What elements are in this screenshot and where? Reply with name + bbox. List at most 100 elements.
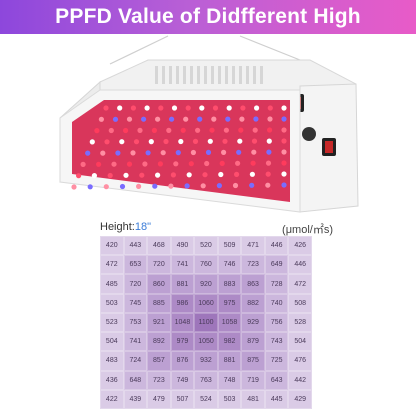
led-dot: [281, 138, 287, 144]
ppfd-cell: 1050: [194, 332, 218, 352]
led-dot: [152, 183, 158, 189]
ppfd-cell: 523: [100, 312, 124, 333]
led-dot: [251, 149, 257, 155]
led-dot: [253, 116, 259, 122]
ppfd-cell: 857: [147, 351, 171, 371]
ppfd-cell: 748: [217, 370, 242, 390]
ppfd-cell: 446: [288, 255, 312, 275]
led-dot: [240, 105, 246, 111]
led-dot: [281, 116, 287, 122]
led-dot: [195, 127, 201, 133]
ppfd-cell: 524: [194, 389, 218, 409]
ppfd-cell: 881: [217, 351, 242, 371]
led-dot: [281, 149, 287, 155]
ppfd-cell: 876: [170, 351, 195, 371]
led-dot: [98, 116, 104, 122]
led-dot: [281, 160, 287, 166]
led-dot: [199, 105, 205, 111]
led-dot: [145, 150, 151, 156]
led-dot: [267, 105, 273, 111]
ppfd-cell: 426: [288, 236, 312, 256]
ppfd-cell: 725: [264, 351, 289, 371]
led-dot: [252, 127, 258, 133]
led-dot: [281, 127, 287, 133]
led-dot: [168, 183, 174, 189]
led-dot: [171, 105, 178, 111]
led-dot: [111, 161, 117, 167]
led-dot: [155, 116, 161, 122]
ppfd-cell: 1058: [217, 312, 242, 333]
led-dot: [123, 127, 129, 134]
ppfd-cell: 743: [264, 332, 289, 352]
ppfd-cell: 468: [147, 236, 171, 256]
ppfd-cell: 863: [241, 274, 265, 294]
led-dot: [281, 171, 287, 177]
ppfd-cell: 528: [288, 312, 312, 333]
ppfd-cell: 719: [241, 370, 265, 390]
led-dot: [136, 183, 142, 189]
led-dot: [216, 183, 222, 189]
led-dot: [123, 172, 129, 178]
led-dot: [76, 173, 82, 179]
led-dot: [184, 183, 190, 189]
led-dot: [205, 149, 212, 155]
led-dot: [254, 105, 260, 111]
led-dot: [87, 184, 93, 190]
led-dot: [157, 161, 163, 167]
led-grow-light-icon: [59, 35, 359, 213]
ppfd-grid: 420 443 468 490 520 509 471 446 426 472 653 720 741 7…: [100, 236, 312, 409]
led-dot: [266, 149, 272, 155]
ppfd-cell: 422: [100, 389, 124, 409]
ppfd-cell: 472: [288, 274, 312, 294]
led-dot: [234, 171, 240, 177]
ppfd-cell: 875: [241, 351, 265, 371]
led-dot: [211, 116, 217, 122]
led-dot: [175, 150, 181, 156]
led-dot: [180, 127, 186, 133]
led-dot: [160, 150, 166, 156]
led-dot: [265, 171, 271, 177]
led-dot: [144, 105, 150, 111]
led-dot: [204, 160, 210, 167]
ppfd-cell: 720: [147, 255, 171, 275]
led-dot: [251, 138, 258, 144]
ppfd-cell: 753: [123, 312, 148, 333]
led-dot: [188, 161, 194, 167]
led-grow-light-image: [0, 34, 416, 220]
led-dot: [221, 149, 227, 155]
led-dot: [186, 172, 192, 178]
led-dot: [112, 116, 119, 122]
ppfd-cell: 982: [217, 332, 242, 352]
banner-title: PPFD Value of Didfferent High: [55, 5, 361, 28]
height-label-text: Height:: [100, 221, 135, 233]
led-dot: [151, 127, 157, 133]
led-dot: [85, 150, 91, 156]
ppfd-cell: 472: [100, 255, 124, 275]
ppfd-cell: 508: [288, 293, 312, 313]
led-dot: [139, 172, 145, 178]
ppfd-cell: 483: [100, 351, 124, 371]
led-dot: [185, 105, 191, 111]
ppfd-cell: 724: [123, 351, 148, 371]
ppfd-cell: 649: [264, 255, 289, 275]
ppfd-cell: 643: [264, 370, 289, 390]
led-dot: [137, 127, 143, 133]
ppfd-cell: 881: [170, 274, 195, 294]
ppfd-cell: 882: [241, 293, 265, 313]
ppfd-cell: 436: [100, 370, 124, 390]
ppfd-cell: 507: [170, 389, 195, 409]
led-dot: [237, 138, 243, 144]
led-dot: [141, 116, 147, 122]
led-dot: [148, 139, 154, 145]
led-dot: [91, 173, 97, 179]
led-dot: [170, 172, 176, 178]
ppfd-cell: 443: [123, 236, 148, 256]
ppfd-cell: 883: [217, 274, 242, 294]
title-banner: PPFD Value of Didfferent High: [0, 0, 416, 34]
led-dot: [219, 160, 225, 166]
ppfd-cell: 975: [217, 293, 242, 313]
led-dot: [226, 105, 232, 111]
led-dot: [96, 161, 102, 167]
led-dot: [119, 183, 126, 190]
led-dot: [225, 116, 231, 122]
